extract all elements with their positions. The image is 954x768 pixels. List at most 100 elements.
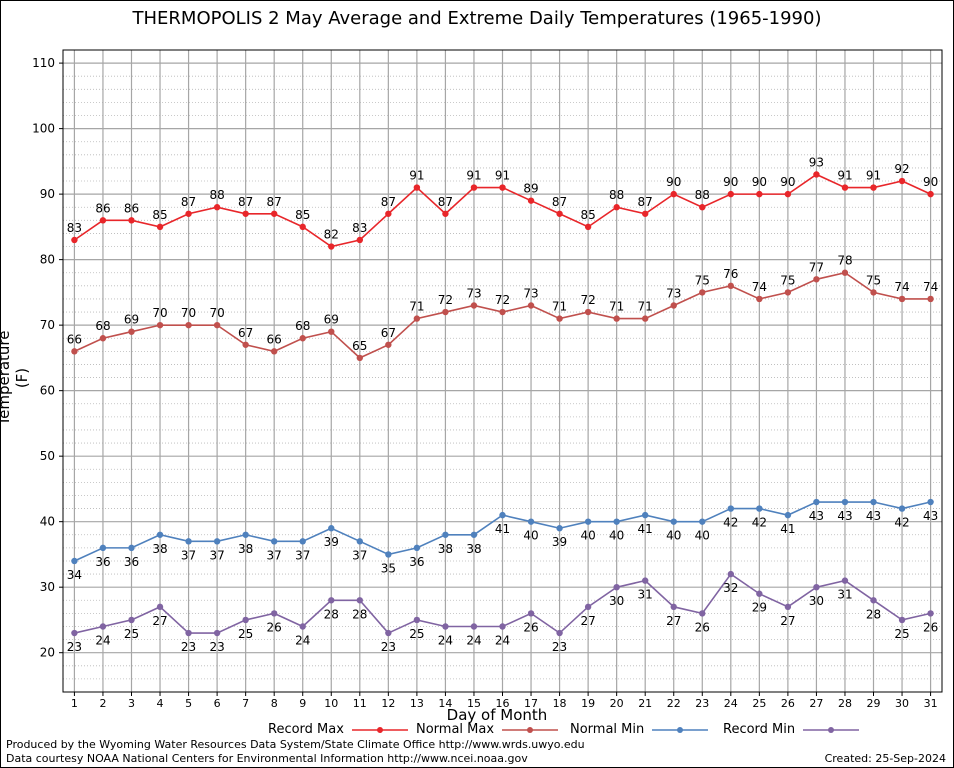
data-point [841, 184, 849, 191]
data-label: 72 [495, 293, 510, 307]
data-label: 87 [267, 195, 282, 209]
data-point [784, 511, 792, 519]
data-label: 43 [837, 509, 852, 523]
data-point [499, 184, 506, 191]
x-tick-label: 10 [324, 697, 338, 710]
y-tick-label: 70 [40, 318, 55, 332]
data-label: 38 [152, 542, 167, 556]
x-tick-label: 6 [214, 697, 221, 710]
data-label: 24 [495, 633, 510, 647]
data-point [584, 223, 592, 231]
data-label: 90 [780, 175, 795, 189]
data-point [270, 348, 278, 355]
data-point [727, 570, 735, 578]
data-label: 23 [67, 640, 82, 654]
grid [63, 49, 942, 692]
data-point [185, 629, 192, 637]
data-label: 87 [381, 195, 396, 209]
data-point [213, 538, 221, 545]
data-point [527, 610, 535, 617]
data-label: 42 [723, 516, 738, 530]
data-label: 36 [95, 555, 110, 569]
data-label: 78 [837, 254, 852, 268]
data-label: 37 [352, 548, 367, 562]
data-label: 40 [609, 529, 624, 543]
data-label: 91 [409, 169, 424, 183]
data-label: 25 [409, 627, 424, 641]
data-point [385, 210, 392, 217]
x-tick-label: 31 [924, 697, 938, 710]
data-label: 75 [695, 273, 710, 287]
series-layer: 83 86 86 85 87 88 87 87 85 82 83 87 91 87 91 91 89 87 85 88… [67, 155, 938, 654]
data-point [413, 544, 421, 552]
data-point [556, 525, 563, 532]
data-label: 70 [181, 306, 196, 320]
data-label: 23 [552, 640, 567, 654]
data-point [641, 315, 649, 322]
data-label: 91 [466, 169, 481, 183]
data-label: 90 [666, 175, 681, 189]
data-point [270, 538, 278, 545]
data-point [442, 210, 449, 217]
data-label: 87 [181, 195, 196, 209]
data-label: 43 [809, 509, 824, 523]
data-point [870, 498, 877, 506]
data-point [870, 289, 877, 296]
data-label: 68 [295, 319, 310, 333]
data-label: 40 [523, 529, 538, 543]
data-point [385, 551, 392, 558]
y-tick-label: 20 [40, 646, 55, 660]
legend-item-normal-max: Normal Max [416, 722, 560, 737]
data-label: 24 [466, 633, 481, 647]
data-point [128, 544, 135, 552]
x-tick-label: 5 [185, 697, 192, 710]
data-label: 37 [295, 548, 310, 562]
legend-label: Record Max [268, 722, 344, 737]
data-point [584, 603, 592, 611]
data-label: 86 [124, 201, 139, 215]
data-label: 73 [523, 286, 538, 300]
data-point [784, 190, 792, 198]
data-point [213, 321, 221, 329]
data-label: 31 [837, 588, 852, 602]
legend-label: Normal Min [570, 722, 645, 737]
legend-label: Record Min [723, 722, 796, 737]
data-label: 90 [752, 175, 767, 189]
data-point [898, 295, 906, 303]
data-point [128, 328, 135, 335]
data-point [99, 335, 107, 342]
x-tick-label: 16 [496, 697, 510, 710]
data-point [385, 341, 392, 348]
data-label: 26 [523, 620, 538, 634]
data-point [328, 328, 335, 335]
data-label: 41 [780, 522, 795, 536]
data-label: 27 [152, 614, 167, 628]
legend-swatch-icon [502, 726, 559, 733]
data-label: 87 [438, 195, 453, 209]
data-label: 90 [723, 175, 738, 189]
data-label: 35 [381, 561, 396, 575]
data-label: 75 [780, 273, 795, 287]
data-point [613, 315, 620, 322]
x-tick-label: 24 [724, 697, 738, 710]
data-label: 74 [752, 280, 767, 294]
data-point [385, 629, 392, 637]
data-label: 43 [866, 509, 881, 523]
y-tick-label: 60 [40, 384, 55, 398]
data-label: 88 [695, 188, 710, 202]
data-point [613, 583, 620, 591]
y-tick-label: 50 [40, 449, 55, 463]
data-point [670, 603, 677, 611]
data-point [71, 557, 78, 565]
x-tick-label: 3 [128, 697, 135, 710]
data-point [670, 190, 677, 198]
x-tick-label: 28 [838, 697, 852, 710]
data-label: 89 [523, 182, 538, 196]
x-tick-label: 30 [895, 697, 909, 710]
data-label: 67 [381, 326, 396, 340]
data-point [185, 538, 192, 545]
data-point [299, 538, 306, 545]
data-point [584, 308, 592, 316]
data-point [242, 531, 249, 538]
legend-swatch-icon [803, 726, 860, 733]
